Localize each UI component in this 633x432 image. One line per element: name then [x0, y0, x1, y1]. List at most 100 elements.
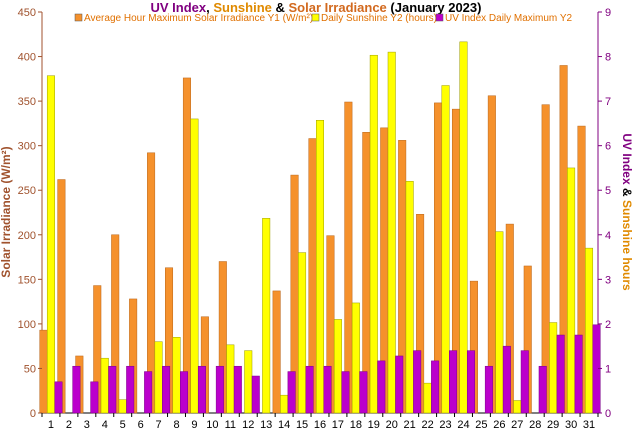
uv-bar — [431, 360, 440, 414]
left-axis-label: Solar Irradiance (W/m²) — [0, 146, 13, 277]
left-tick-label: 100 — [18, 319, 36, 331]
x-tick-label: 8 — [173, 419, 179, 431]
uv-bar — [54, 381, 63, 414]
x-tick-label: 13 — [260, 419, 272, 431]
sunshine-bar — [118, 399, 127, 414]
uv-bar — [287, 371, 296, 414]
uv-bar — [484, 365, 493, 414]
sunshine-bar — [316, 120, 324, 414]
uv-bar — [323, 365, 332, 414]
sunshine-bar — [100, 357, 109, 414]
sunshine-bar — [459, 41, 468, 414]
irradiance-bar — [487, 95, 496, 414]
legend-label: UV Index Daily Maximum Y2 — [445, 13, 573, 24]
legend-swatch — [74, 13, 83, 22]
sunshine-bar — [46, 75, 55, 414]
legend-label: Daily Sunshine Y2 (hours) — [321, 13, 437, 24]
legend-swatch — [435, 13, 444, 22]
x-axis-ticks: 1 2 3 4 5 6 7 8 9 10 11 12 13 14 15 16 17 18 19 20 21 22 23 24 2… — [41, 413, 599, 431]
right-tick-label: 8 — [605, 52, 611, 64]
sunshine-bar — [351, 302, 360, 414]
x-tick-label: 15 — [296, 419, 308, 431]
sunshine-bar — [154, 341, 163, 414]
sunshine-bar — [405, 181, 414, 414]
right-axis-ticks: 0 1 2 3 4 5 6 7 8 9 — [598, 7, 611, 420]
x-tick-label: 7 — [156, 419, 162, 431]
uv-bar — [126, 365, 135, 414]
x-tick-label: 11 — [225, 419, 236, 431]
uv-bar — [538, 365, 547, 414]
x-tick-label: 26 — [493, 419, 505, 431]
uv-bar — [449, 350, 458, 414]
uv-bar — [108, 365, 117, 414]
x-tick-label: 5 — [120, 419, 126, 431]
sunshine-bar — [585, 247, 594, 414]
right-tick-label: 1 — [605, 363, 611, 375]
right-label-part: & — [620, 185, 633, 200]
sunshine-bar — [567, 167, 576, 414]
x-tick-label: 10 — [206, 419, 218, 431]
right-tick-label: 9 — [605, 7, 611, 19]
x-tick-label: 14 — [278, 419, 290, 431]
uv-bar — [359, 371, 368, 414]
x-tick-label: 18 — [350, 419, 362, 431]
x-tick-label: 30 — [565, 419, 577, 431]
uv-bar — [466, 350, 475, 414]
x-tick-label: 31 — [583, 419, 595, 431]
right-tick-label: 7 — [605, 96, 611, 108]
left-tick-label: 350 — [18, 96, 36, 108]
right-tick-label: 4 — [605, 230, 611, 242]
sunshine-bar — [495, 231, 504, 414]
x-tick-label: 23 — [439, 419, 451, 431]
uv-bar — [215, 365, 224, 414]
right-axis-label: UV Index & Sunshine hours — [620, 133, 633, 291]
chart-title: UV Index, Sunshine & Solar Irradiance (J… — [151, 0, 482, 15]
legend: Average Hour Maximum Solar Irradiance Y1… — [74, 13, 573, 24]
right-tick-label: 5 — [605, 185, 611, 197]
right-tick-label: 6 — [605, 141, 611, 153]
x-tick-label: 1 — [48, 419, 54, 431]
x-tick-label: 25 — [475, 419, 487, 431]
uv-bar — [574, 334, 583, 414]
right-label-part: Sunshine hours — [620, 200, 633, 291]
x-tick-label: 27 — [511, 419, 523, 431]
left-tick-label: 450 — [18, 7, 36, 19]
x-tick-label: 17 — [332, 419, 344, 431]
uv-bar — [144, 371, 153, 414]
bars — [39, 41, 601, 414]
x-tick-label: 6 — [138, 419, 144, 431]
uv-bar — [162, 365, 171, 414]
uv-bar — [502, 345, 511, 414]
sunshine-bar — [244, 350, 253, 414]
uv-bar — [233, 365, 242, 414]
x-tick-label: 22 — [421, 419, 433, 431]
sunshine-bar — [298, 252, 307, 414]
x-tick-label: 12 — [242, 419, 254, 431]
sunshine-bar — [333, 319, 342, 414]
uv-bar — [90, 381, 99, 414]
left-tick-label: 250 — [18, 185, 36, 197]
uv-bar — [520, 350, 529, 414]
sunshine-bar — [280, 394, 289, 414]
x-tick-label: 3 — [84, 419, 90, 431]
legend-swatch — [311, 13, 320, 22]
irradiance-bar — [39, 329, 48, 414]
irradiance-bar — [344, 101, 353, 414]
left-axis-ticks: 0 50 100 150 200 250 300 350 400 450 — [18, 7, 42, 420]
irradiance-bar — [182, 77, 191, 414]
sunshine-bar — [190, 118, 199, 414]
x-tick-label: 21 — [404, 419, 416, 431]
title-part: Sunshine — [213, 0, 272, 15]
uv-bar — [72, 365, 81, 414]
left-tick-label: 200 — [18, 230, 36, 242]
sunshine-bar — [262, 218, 271, 414]
title-part: Solar Irradiance — [289, 0, 387, 15]
irradiance-bar — [362, 132, 371, 414]
x-tick-label: 9 — [191, 419, 197, 431]
right-tick-label: 3 — [605, 274, 611, 286]
sunshine-bar — [441, 85, 450, 414]
irradiance-bar — [272, 290, 281, 414]
sunshine-bar — [513, 400, 522, 414]
sunshine-bar — [423, 382, 432, 414]
